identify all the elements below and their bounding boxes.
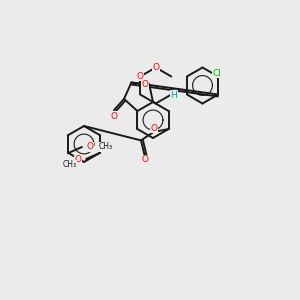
Text: CH₃: CH₃ — [98, 142, 112, 152]
Text: CH₃: CH₃ — [63, 160, 77, 169]
Text: Cl: Cl — [212, 69, 221, 78]
Text: O: O — [87, 142, 94, 152]
Text: O: O — [150, 124, 157, 133]
Text: O: O — [141, 80, 148, 89]
Text: O: O — [152, 63, 159, 72]
Text: O: O — [136, 72, 144, 81]
Text: O: O — [74, 154, 81, 164]
Text: O: O — [110, 112, 118, 121]
Text: H: H — [170, 91, 177, 100]
Text: O: O — [141, 155, 148, 164]
